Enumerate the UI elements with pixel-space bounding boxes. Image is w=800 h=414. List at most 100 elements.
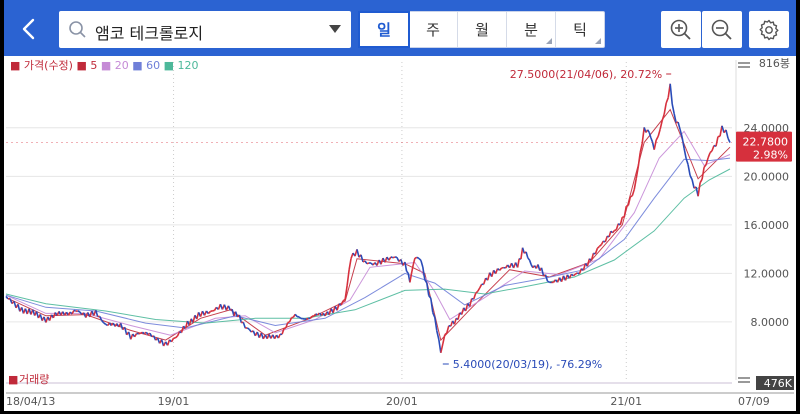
price-candle	[227, 305, 232, 311]
price-candle	[650, 137, 654, 143]
gear-icon	[759, 19, 779, 40]
price-candle	[677, 121, 681, 130]
period-tab-label: 월	[475, 21, 489, 39]
price-candle	[525, 251, 529, 259]
price-candle	[426, 282, 430, 296]
price-candle	[711, 145, 715, 152]
price-candle	[608, 230, 612, 238]
volume-max-label: 476K	[764, 377, 793, 390]
y-tick-label: 12.0000	[744, 267, 790, 280]
zoom-in-icon	[670, 19, 691, 40]
price-candle	[366, 262, 370, 265]
x-tick-label: 21/01	[610, 395, 642, 408]
price-candle	[707, 152, 711, 159]
price-candle	[490, 270, 495, 277]
price-candle	[615, 223, 620, 231]
back-button[interactable]	[10, 11, 50, 47]
price-candle	[679, 129, 683, 138]
dropdown-icon[interactable]	[329, 25, 341, 34]
price-candle	[287, 321, 290, 324]
price-candle	[180, 325, 185, 333]
price-candle	[416, 256, 420, 260]
price-candle	[593, 252, 596, 255]
x-tick-label: 19/01	[158, 395, 190, 408]
zoom-out-button[interactable]	[702, 11, 742, 48]
price-candle	[434, 317, 438, 331]
price-candle	[582, 263, 587, 271]
volume-max-badge	[756, 376, 794, 390]
zoom-in-button[interactable]	[661, 11, 701, 48]
price-candle	[527, 257, 531, 261]
price-candle	[173, 337, 176, 340]
price-candle	[663, 102, 667, 115]
price-candle	[659, 120, 663, 130]
price-candle	[681, 136, 685, 149]
price-candle	[671, 103, 675, 114]
stock-search-field[interactable]: 앰코 테크롤로지	[59, 11, 351, 48]
price-candle	[627, 196, 632, 206]
price-candle	[725, 129, 729, 139]
ma-line-120	[5, 168, 731, 324]
price-candle	[5, 295, 9, 300]
price-candle	[687, 164, 691, 176]
price-candle	[176, 331, 181, 337]
price-candle	[13, 300, 17, 309]
price-candle	[528, 259, 532, 265]
price-candle	[432, 312, 436, 318]
current-price-value: 22.7800	[743, 136, 789, 149]
price-candle	[422, 266, 426, 280]
price-candle	[486, 272, 491, 281]
price-candle	[315, 313, 319, 316]
price-candle	[392, 256, 396, 259]
price-candle	[460, 307, 465, 315]
price-candle	[424, 279, 428, 284]
price-candle	[623, 205, 628, 218]
ma-legend-swatch: ■	[160, 59, 175, 72]
price-candle	[356, 249, 360, 258]
ma-line-60	[5, 157, 731, 329]
price-candle	[665, 97, 669, 104]
price-candle	[547, 280, 550, 284]
price-candle	[661, 113, 665, 121]
period-tab-label: 일	[377, 21, 391, 39]
price-candle	[683, 148, 687, 159]
period-tab-1[interactable]: 주	[409, 12, 458, 47]
chart-legend: ■ 가격(수정) ■ 5 ■ 20 ■ 60 ■ 120	[10, 57, 199, 73]
price-candle	[727, 137, 731, 143]
period-tab-4[interactable]: 틱	[556, 12, 604, 47]
x-tick-label: 20/01	[386, 395, 418, 408]
price-candle	[520, 247, 524, 260]
price-candle	[611, 230, 615, 234]
price-candle	[540, 267, 545, 276]
price-candle	[453, 318, 457, 325]
stock-name: 앰코 테크롤로지	[95, 24, 204, 43]
price-candle	[655, 135, 659, 141]
price-candle	[619, 217, 624, 226]
submenu-indicator-icon	[595, 38, 601, 44]
period-tab-3[interactable]: 분	[507, 12, 556, 47]
price-candle	[697, 182, 701, 197]
price-candle	[468, 298, 473, 307]
volume-legend-swatch: ■	[8, 373, 18, 386]
price-candle	[420, 260, 424, 268]
settings-button[interactable]	[749, 11, 789, 48]
price-candle	[594, 248, 599, 255]
price-candle	[103, 322, 107, 325]
price-candle	[410, 264, 414, 274]
ma-legend-label-60: 60	[142, 59, 161, 72]
price-chart[interactable]: 24.0000 20.0000 16.0000 12.0000 8.0000 18/04/…	[4, 56, 796, 411]
y-tick-label: 16.0000	[744, 219, 790, 232]
bar-count-label: 816봉	[759, 57, 790, 70]
price-candle	[192, 315, 196, 323]
price-candle	[639, 143, 643, 153]
price-candle	[210, 310, 213, 313]
price-candle	[277, 333, 281, 339]
zoom-out-icon	[711, 19, 732, 40]
price-candle	[472, 292, 477, 300]
price-candle	[598, 244, 602, 247]
period-tab-2[interactable]: 월	[458, 12, 507, 47]
period-tab-0[interactable]: 일	[358, 11, 410, 48]
price-candle	[234, 311, 239, 318]
menu-lines-icon	[738, 62, 750, 64]
